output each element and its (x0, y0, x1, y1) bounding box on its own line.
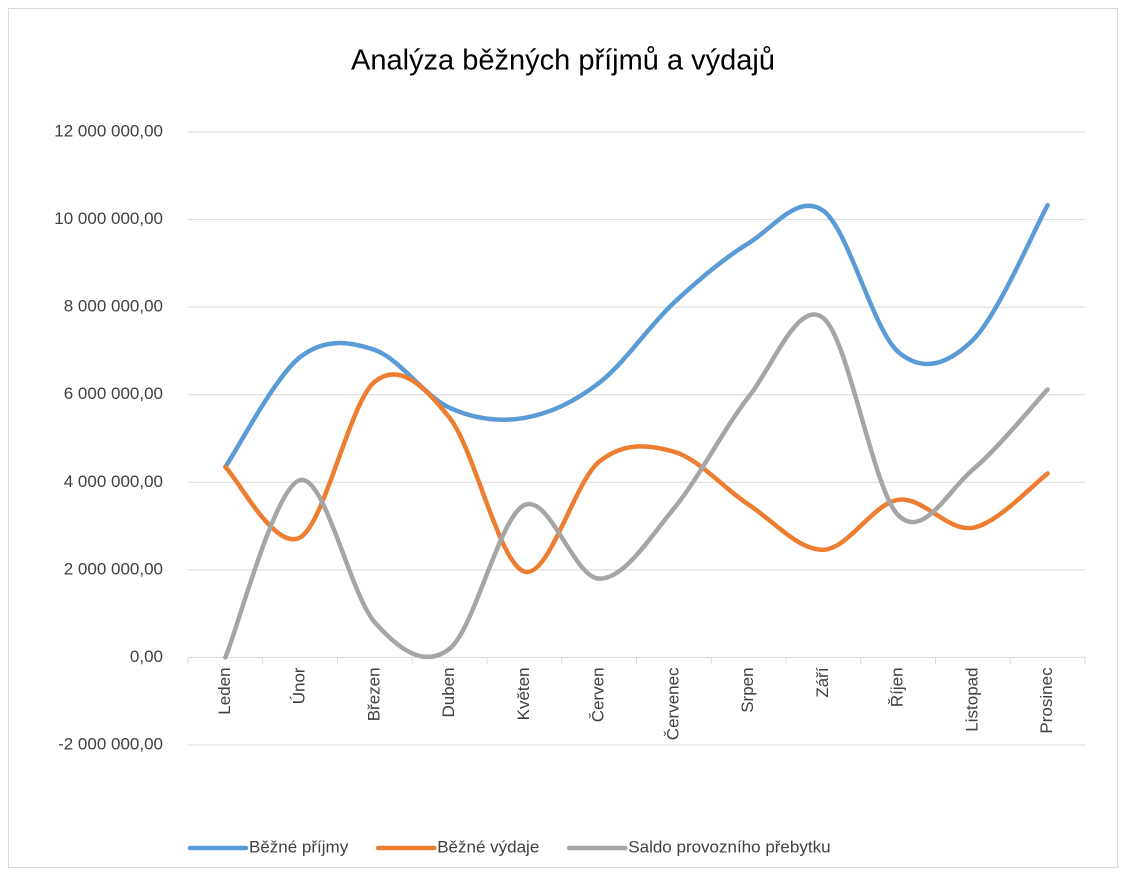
x-tick-label: Únor (290, 667, 309, 704)
x-tick-label: Leden (215, 667, 234, 714)
x-tick-label: Červenec (663, 667, 682, 740)
x-tick-label: Říjen (888, 667, 907, 707)
x-tick-label: Duben (439, 667, 458, 717)
y-tick-label: 6 000 000,00 (64, 384, 163, 403)
series-line (223, 312, 1050, 660)
chart-title: Analýza běžných příjmů a výdajů (351, 45, 775, 77)
x-tick-label: Prosinec (1037, 667, 1056, 734)
y-tick-label: 12 000 000,00 (54, 121, 163, 140)
y-tick-label: -2 000 000,00 (58, 734, 163, 753)
series-line (223, 372, 1050, 574)
y-tick-label: 8 000 000,00 (64, 297, 163, 316)
legend-label: Běžné příjmy (249, 837, 349, 856)
x-tick-label: Červen (589, 667, 608, 722)
x-tick-label: Květen (514, 667, 533, 720)
legend-label: Saldo provozního přebytku (628, 837, 830, 856)
x-tick-label: Září (813, 667, 832, 698)
y-tick-label: 2 000 000,00 (64, 559, 163, 578)
chart-border (8, 8, 1118, 868)
y-tick-label: 4 000 000,00 (64, 472, 163, 491)
series-line (223, 202, 1050, 470)
x-tick-label: Listopad (962, 667, 981, 731)
x-tick-label: Březen (364, 667, 383, 721)
legend-label: Běžné výdaje (437, 837, 539, 856)
y-tick-label: 10 000 000,00 (54, 209, 163, 228)
x-tick-label: Srpen (738, 667, 757, 712)
y-tick-label: 0,00 (130, 647, 163, 666)
